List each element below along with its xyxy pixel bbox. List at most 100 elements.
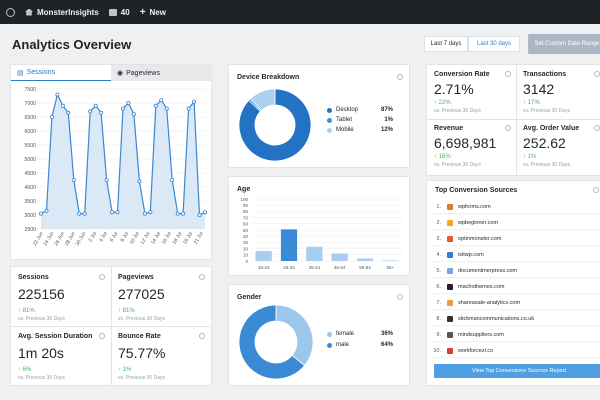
gender-panel: Gender female 36% male 64% [228,284,410,386]
data-point[interactable] [137,179,142,184]
source-row[interactable]: 7. shareasale-analytics.com [431,297,600,310]
data-point[interactable] [71,178,76,183]
source-row[interactable]: 9. mindsuppliers.com [431,329,600,342]
last-7-days-button[interactable]: Last 7 days [424,36,468,52]
view-sources-report-button[interactable]: View Top Conversions Sources Report [434,364,600,378]
data-point[interactable] [202,210,207,215]
source-row[interactable]: 6. machothemes.com [431,281,600,294]
data-point[interactable] [77,211,82,216]
source-name[interactable]: documentmerpress.com [458,268,517,274]
tab-pageviews[interactable]: ◉ Pageviews [111,65,212,81]
source-name[interactable]: workforcezl.co [458,348,494,354]
data-point[interactable] [49,115,54,120]
source-row[interactable]: 1. wpforms.com [431,201,600,214]
wordpress-logo-icon[interactable] [6,7,15,17]
age-bar[interactable] [255,251,272,261]
source-rank: 6. [436,284,441,290]
source-name[interactable]: mindsuppliers.com [458,332,504,338]
data-point[interactable] [181,211,186,216]
top-sources-panel: Top Conversion Sources 1. wpforms.com 2. wp… [426,180,600,386]
data-point[interactable] [164,106,169,111]
data-point[interactable] [88,109,93,114]
data-point[interactable] [142,211,147,216]
legend-dot [327,331,332,337]
source-row[interactable]: 10. workforcezl.co [431,345,600,358]
data-point[interactable] [104,178,109,183]
y-tick-label: 80 [243,209,249,214]
info-icon[interactable] [594,125,600,131]
donut-slice[interactable] [238,304,306,380]
data-point[interactable] [121,106,126,111]
data-point[interactable] [159,98,164,103]
data-point[interactable] [38,211,43,216]
source-name[interactable]: shareasale-analytics.com [458,300,521,306]
data-point[interactable] [44,208,49,213]
info-icon[interactable] [199,333,205,339]
data-point[interactable] [110,210,115,215]
donut-slice[interactable] [249,88,276,111]
x-tick-label: 35-44 [309,265,321,270]
info-icon[interactable] [199,274,205,280]
conversion-panel: Conversion Rate 2.71% ↑ 22% vs. Previous 30… [426,64,600,176]
donut-slice[interactable] [238,88,312,162]
data-point[interactable] [55,92,60,97]
data-point[interactable] [93,103,98,108]
source-name[interactable]: wpbeginner.com [458,220,499,226]
sources-title: Top Conversion Sources [435,187,518,194]
data-point[interactable] [197,212,202,217]
favicon-icon [447,268,453,274]
data-point[interactable] [66,110,71,115]
age-bar[interactable] [306,246,323,261]
source-name[interactable]: machothemes.com [458,284,505,290]
legend-label: Mobile [336,127,354,133]
site-link[interactable]: MonsterInsights [25,8,99,17]
source-row[interactable]: 2. wpbeginner.com [431,217,600,230]
age-bar[interactable] [331,253,348,261]
data-point[interactable] [131,112,136,117]
data-point[interactable] [82,211,87,216]
data-point[interactable] [170,178,175,183]
data-point[interactable] [99,110,104,115]
source-row[interactable]: 5. documentmerpress.com [431,265,600,278]
source-row[interactable]: 4. isitwp.com [431,249,600,262]
last-30-days-button[interactable]: Last 30 days [468,36,520,52]
info-icon[interactable] [594,71,600,77]
conversion-compare-text: vs. Previous 30 Days [434,108,481,114]
age-bar[interactable] [280,229,298,261]
data-point[interactable] [186,106,191,111]
source-name[interactable]: wpforms.com [458,204,491,210]
legend-item: Tablet 1% [327,117,393,123]
info-icon[interactable] [593,187,599,193]
info-icon[interactable] [505,125,511,131]
source-row[interactable]: 3. optinmonster.com [431,233,600,246]
age-bar[interactable] [382,260,399,261]
age-bar[interactable] [356,258,374,261]
data-point[interactable] [60,103,65,108]
info-icon[interactable] [99,274,105,280]
info-icon[interactable] [505,71,511,77]
new-link[interactable]: + New [139,6,166,18]
data-point[interactable] [192,99,197,104]
info-icon[interactable] [397,294,403,300]
tab-sessions[interactable]: ▤ Sessions [11,65,111,81]
x-tick-label: 21 Jul [193,231,205,246]
source-rank: 2. [436,220,441,226]
source-name[interactable]: optinmonster.com [458,236,502,242]
admin-bar: MonsterInsights 40 + New [0,0,600,24]
data-point[interactable] [175,211,180,216]
custom-date-range-button[interactable]: Set Custom Date Range [528,34,600,54]
source-row[interactable]: 8. stickmancommunications.co.uk [431,313,600,326]
source-name[interactable]: stickmancommunications.co.uk [458,316,535,322]
source-name[interactable]: isitwp.com [458,252,484,258]
comments-link[interactable]: 40 [108,8,130,17]
data-point[interactable] [126,100,131,105]
donut-slice[interactable] [275,304,314,367]
y-tick-label: 10 [243,253,249,258]
conversion-change: ↑ 16% [434,154,451,160]
data-point[interactable] [115,210,120,215]
info-icon[interactable] [397,74,403,80]
sessions-line-chart: 2500 3000 3500 4000 4500 5000 5500 6000 6500 7000… [24,87,207,247]
data-point[interactable] [148,210,153,215]
info-icon[interactable] [99,333,105,339]
data-point[interactable] [153,103,158,108]
